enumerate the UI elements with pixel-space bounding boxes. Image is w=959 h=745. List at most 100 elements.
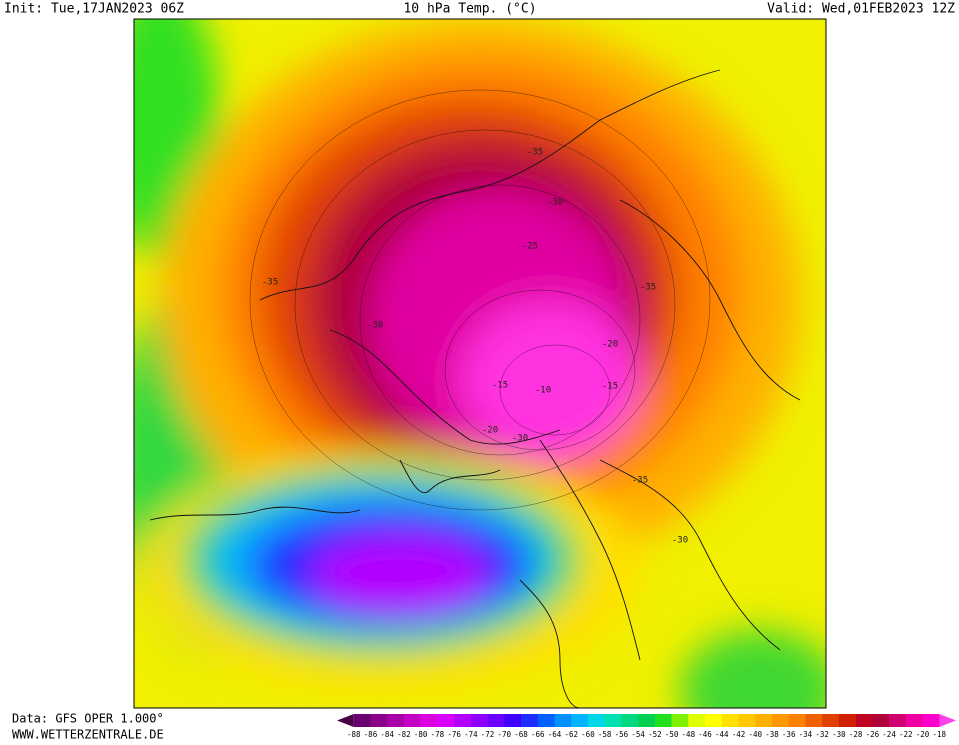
coastlines xyxy=(149,69,801,708)
colorbar-label: -38 xyxy=(765,730,779,739)
colorbar-swatch xyxy=(671,714,689,727)
colorbar-swatch xyxy=(487,714,505,727)
colorbar-swatch xyxy=(353,714,371,727)
colorbar-label: -22 xyxy=(899,730,913,739)
colorbar-label: -68 xyxy=(514,730,528,739)
contour-label: -30 xyxy=(512,434,528,444)
colorbar-label: -74 xyxy=(464,730,478,739)
contour-label: -30 xyxy=(367,321,383,331)
colorbar-swatch xyxy=(788,714,806,727)
colorbar-label: -88 xyxy=(347,730,361,739)
colorbar-swatch xyxy=(872,714,890,727)
contour-label: -35 xyxy=(640,283,656,293)
contours xyxy=(249,89,711,511)
colorbar-swatch xyxy=(370,714,388,727)
colorbar-label: -72 xyxy=(481,730,495,739)
colorbar-swatch xyxy=(454,714,472,727)
colorbar-label: -66 xyxy=(531,730,545,739)
colorbar-swatch xyxy=(688,714,706,727)
colorbar-label: -36 xyxy=(782,730,796,739)
colorbar-arrow xyxy=(337,714,354,727)
colorbar-swatch xyxy=(554,714,572,727)
colorbar-swatch xyxy=(403,714,421,727)
colorbar-label: -76 xyxy=(447,730,461,739)
colorbar-swatch xyxy=(638,714,656,727)
init-time: Init: Tue,17JAN2023 06Z xyxy=(4,2,184,17)
colorbar-label: -54 xyxy=(631,730,645,739)
colorbar-swatch xyxy=(587,714,605,727)
colorbar-swatch xyxy=(604,714,622,727)
colorbar-label: -52 xyxy=(648,730,662,739)
colorbar-label: -50 xyxy=(665,730,679,739)
colorbar-swatch xyxy=(838,714,856,727)
contour-label: -30 xyxy=(672,536,688,546)
colorbar-label: -78 xyxy=(431,730,445,739)
colorbar-label: -70 xyxy=(498,730,512,739)
website: WWW.WETTERZENTRALE.DE xyxy=(12,728,164,742)
colorbar-swatch xyxy=(437,714,455,727)
contour-label: -35 xyxy=(262,278,278,288)
colorbar-swatch xyxy=(621,714,639,727)
contour-label: -35 xyxy=(632,476,648,486)
colorbar-label: -18 xyxy=(932,730,946,739)
colorbar-swatch xyxy=(822,714,840,727)
colorbar-label: -62 xyxy=(564,730,578,739)
colorbar-label: -30 xyxy=(832,730,846,739)
colorbar-label: -56 xyxy=(615,730,629,739)
colorbar-label: -44 xyxy=(715,730,729,739)
colorbar-label: -32 xyxy=(815,730,829,739)
colorbar-label: -64 xyxy=(548,730,562,739)
field-shading xyxy=(134,19,826,708)
colorbar-label: -40 xyxy=(748,730,762,739)
colorbar-label: -20 xyxy=(916,730,930,739)
colorbar-swatch xyxy=(571,714,589,727)
colorbar-swatch xyxy=(855,714,873,727)
colorbar-swatch xyxy=(537,714,555,727)
colorbar-swatch xyxy=(387,714,405,727)
colorbar-label: -46 xyxy=(698,730,712,739)
contour-labels: -35 -30 -35 -30 -25 -35 -20 -15 -10 -15 -20 -30 -35 -… xyxy=(262,148,688,546)
colorbar-swatch xyxy=(654,714,672,727)
colorbar-label: -80 xyxy=(414,730,428,739)
data-source: Data: GFS OPER 1.000° xyxy=(12,712,164,726)
contour-label: -15 xyxy=(602,382,618,392)
colorbar-arrow xyxy=(939,714,956,727)
contour-label: -20 xyxy=(482,426,498,436)
contour-label: -35 xyxy=(527,148,543,158)
contour-label: -25 xyxy=(522,242,538,252)
colorbar-swatch xyxy=(922,714,940,727)
colorbar-label: -60 xyxy=(581,730,595,739)
colorbar-swatch xyxy=(771,714,790,727)
colorbar-label: -86 xyxy=(364,730,378,739)
colorbar: -88 -86 -84 -82 -80 -78 -76 -74 -72 -70 -68 -66 -64-… xyxy=(337,714,956,739)
colorbar-label: -26 xyxy=(866,730,880,739)
contour-label: -20 xyxy=(602,340,618,350)
colorbar-label: -42 xyxy=(732,730,746,739)
colorbar-swatch xyxy=(805,714,823,727)
valid-time: Valid: Wed,01FEB2023 12Z xyxy=(767,2,955,17)
colorbar-swatch xyxy=(521,714,539,727)
contour-label: -15 xyxy=(492,381,508,391)
temperature-field: -35 -30 -35 -30 -25 -35 -20 -15 -10 -15 -20 -30 -35 -… xyxy=(134,19,826,708)
colorbar-swatch xyxy=(889,714,907,727)
colorbar-label: -84 xyxy=(380,730,394,739)
colorbar-swatch xyxy=(470,714,488,727)
colorbar-label: -48 xyxy=(682,730,696,739)
colorbar-swatch xyxy=(504,714,522,727)
colorbar-label: -82 xyxy=(397,730,411,739)
colorbar-swatch xyxy=(905,714,923,727)
contour-label: -10 xyxy=(535,386,551,396)
colorbar-label: -24 xyxy=(882,730,896,739)
colorbar-label: -28 xyxy=(849,730,863,739)
map-title: 10 hPa Temp. (°C) xyxy=(403,2,536,17)
map-frame xyxy=(133,18,827,709)
colorbar-swatch xyxy=(721,714,739,727)
contour-label: -30 xyxy=(547,198,563,208)
colorbar-label: -34 xyxy=(799,730,813,739)
colorbar-swatch xyxy=(420,714,438,727)
colorbar-swatch xyxy=(738,714,756,727)
colorbar-swatch xyxy=(755,714,773,727)
colorbar-swatch xyxy=(705,714,723,727)
